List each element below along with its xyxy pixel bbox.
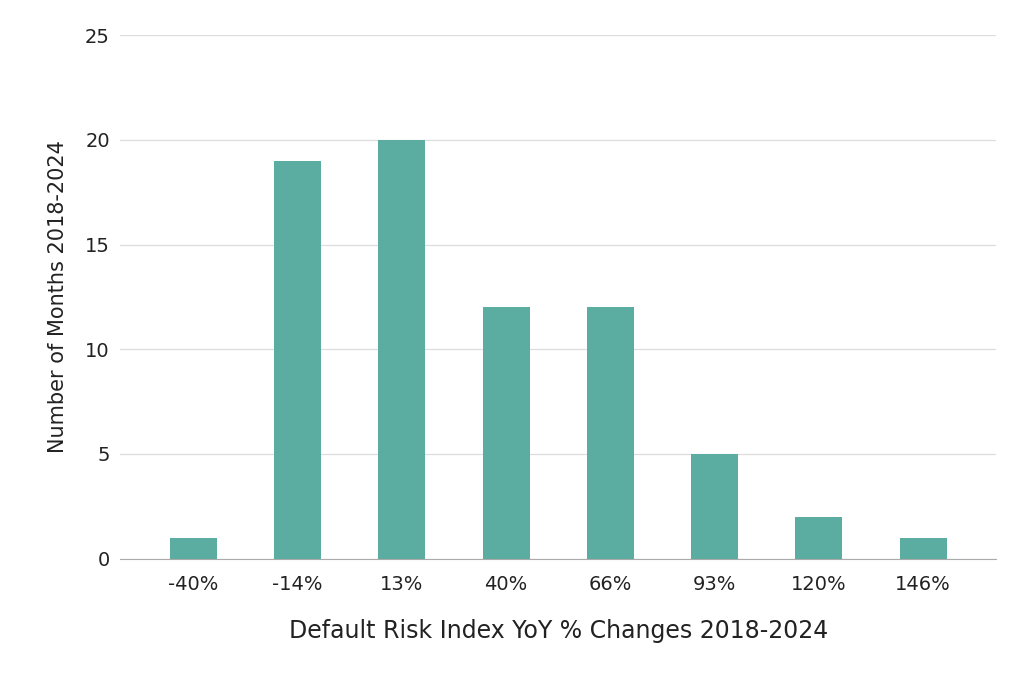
Bar bbox=[482, 307, 529, 559]
Bar bbox=[378, 140, 425, 559]
Bar bbox=[274, 161, 321, 559]
Bar bbox=[170, 538, 217, 559]
Y-axis label: Number of Months 2018-2024: Number of Months 2018-2024 bbox=[48, 140, 69, 453]
Bar bbox=[691, 454, 738, 559]
Bar bbox=[796, 516, 843, 559]
X-axis label: Default Risk Index YoY % Changes 2018-2024: Default Risk Index YoY % Changes 2018-20… bbox=[289, 618, 827, 642]
Bar bbox=[587, 307, 634, 559]
Bar bbox=[900, 538, 946, 559]
